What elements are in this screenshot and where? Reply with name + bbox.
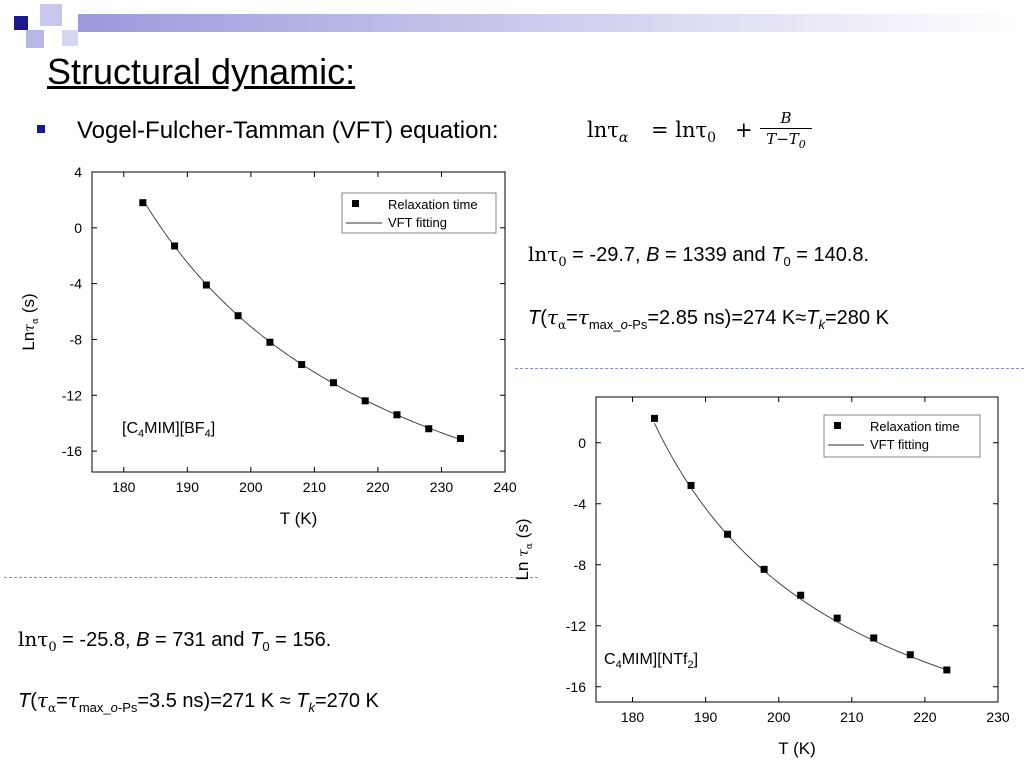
data-point-relaxation-time [833,614,841,622]
separator-line [4,577,538,578]
y-axis-label-unit: (s) [513,518,532,543]
x-tick-label: 230 [986,709,1010,725]
y-tick-label: 0 [74,220,82,236]
x-tick-label: 210 [303,479,327,495]
sample-annotation: [C4MIM][BF4] [122,420,215,440]
y-axis-label-unit: (s) [19,293,38,318]
x-tick-label: 190 [176,479,200,495]
data-point-relaxation-time [234,312,242,320]
y-tick-label: -12 [62,387,82,403]
x-tick-label: 200 [767,709,791,725]
data-point-relaxation-time [650,414,658,422]
legend-label-vft-fitting: VFT fitting [870,437,929,452]
params-top-line2: T(τα=τmax_o-Ps=2.85 ns)=274 K≈Tk=280 K [528,305,889,332]
y-tick-label: -4 [70,276,83,292]
legend-box [823,414,981,458]
annotation-part: C [604,651,616,668]
equation-fraction: B T−T0 [760,108,812,155]
y-axis-label-main: Ln [513,557,532,581]
data-point-relaxation-time [457,435,465,443]
data-point-relaxation-time [329,379,337,387]
data-point-relaxation-time [298,361,306,369]
annotation-part: 4 [616,659,622,671]
legend-marker-relaxation-time [834,422,841,429]
y-tick-label: 4 [74,164,82,180]
y-tick-label: -16 [62,443,82,459]
corner-square-light [40,4,62,26]
y-tick-label: -8 [574,557,587,573]
x-axis-label: T (K) [778,739,815,758]
plot-frame [595,396,999,703]
x-tick-label: 210 [840,709,864,725]
y-axis-label-main: Ln [19,332,38,351]
plot-frame [91,171,506,473]
legend-marker-relaxation-time [352,200,359,207]
x-axis-label: T (K) [280,509,317,528]
legend-label-vft-fitting: VFT fitting [388,215,447,230]
y-axis-label-alpha: α [31,318,41,324]
annotation-part: ] [211,420,215,437]
vft-fit-line [654,423,947,671]
y-axis-label-tau: τ [516,549,532,557]
annotation-part: MIM][BF [144,420,205,437]
y-axis-label-alpha: α [525,543,535,549]
x-tick-label: 190 [694,709,718,725]
y-tick-label: 0 [578,435,586,451]
chart-bf4: 180 190 200 210 220 230 240 4 0 -4 -8 -12 -16 T (K) Ln… [19,164,517,528]
corner-square-light [26,30,44,48]
y-tick-label: -16 [566,679,586,695]
corner-square-dark [14,16,28,30]
annotation-part: [C [122,420,138,437]
vft-fit-line [142,199,461,441]
data-point-relaxation-time [760,565,768,573]
data-point-relaxation-time [906,651,914,659]
annotation-part: ] [694,651,698,668]
legend-box [341,192,497,234]
y-axis-label: Lnτα (s) [19,293,41,350]
y-tick-label: -4 [574,496,587,512]
x-tick-label: 220 [913,709,937,725]
y-tick-label: -8 [70,331,83,347]
data-point-relaxation-time [870,634,878,642]
chart-ntf2: 180 190 200 210 220 230 0 -4 -8 -12 -16 T (K) Ln τα … [513,396,1010,758]
slide-title: Structural dynamic: [47,51,356,92]
params-top-line1: lnτ0 = -29.7, B = 1339 and T0 = 140.8. [528,242,870,270]
sample-annotation: C4MIM][NTf2] [604,651,698,671]
data-point-relaxation-time [687,481,695,489]
x-tick-label: 200 [239,479,263,495]
separator-line [515,368,1024,369]
x-tick-label: 180 [621,709,645,725]
x-tick-label: 180 [112,479,136,495]
data-point-relaxation-time [425,425,433,433]
legend-label-relaxation-time: Relaxation time [870,419,960,434]
bullet-square-icon [37,125,45,133]
legend-label-relaxation-time: Relaxation time [388,197,478,212]
x-tick-label: 220 [366,479,390,495]
y-axis-label-tau: τ [22,324,38,332]
header-gradient-bar [78,14,1024,32]
y-tick-label: -12 [566,618,586,634]
params-bottom-line1: lnτ0 = -25.8, B = 731 and T0 = 156. [18,627,332,655]
data-point-relaxation-time [393,411,401,419]
data-point-relaxation-time [797,591,805,599]
data-point-relaxation-time [266,338,274,346]
y-axis-label: Ln τα (s) [513,518,535,580]
x-tick-label: 230 [430,479,454,495]
data-point-relaxation-time [202,281,210,289]
bullet-text: Vogel-Fulcher-Tamman (VFT) equation: [77,117,499,144]
data-point-relaxation-time [943,666,951,674]
annotation-part: 4 [205,428,211,440]
params-bottom-line2: T(τα=τmax_o-Ps=3.5 ns)=271 K ≈ Tk=270 K [18,688,379,715]
data-point-relaxation-time [361,397,369,405]
corner-square-light [62,30,78,46]
annotation-part: MIM][NTf [622,651,688,668]
data-point-relaxation-time [171,242,179,250]
annotation-part: 4 [138,428,144,440]
data-point-relaxation-time [139,199,147,207]
x-tick-label: 240 [493,479,517,495]
data-point-relaxation-time [724,530,732,538]
annotation-part: 2 [687,659,693,671]
